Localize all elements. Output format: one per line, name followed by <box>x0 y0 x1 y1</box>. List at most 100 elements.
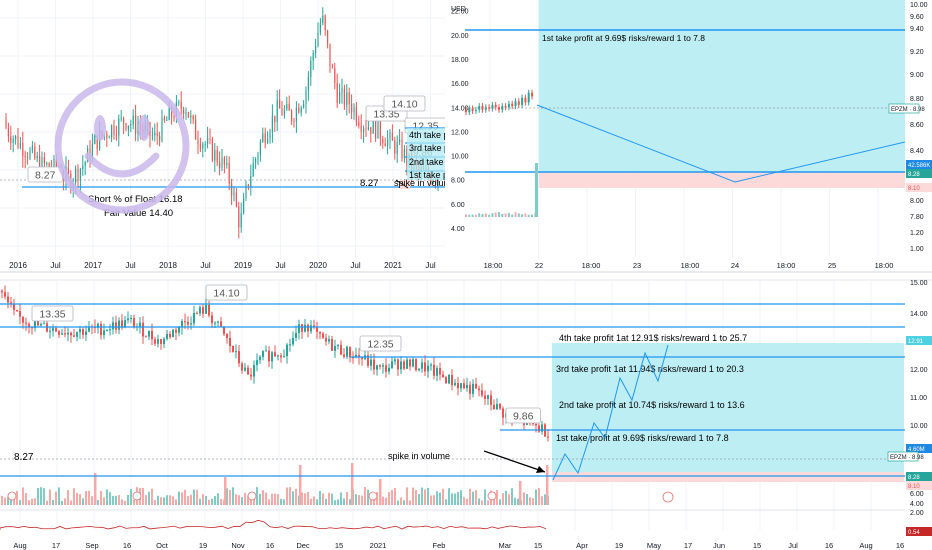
volume-bar <box>388 492 390 505</box>
long-term-candle <box>223 157 225 165</box>
label-827: 8.27 <box>14 452 34 463</box>
daily-candle <box>445 377 447 384</box>
volume-badge: 42.586K <box>908 163 930 169</box>
x-tick-label: Nov <box>231 541 245 550</box>
label-1410-box <box>205 284 248 301</box>
long-term-candle <box>113 125 115 135</box>
volume-bar <box>481 500 483 505</box>
volume-bar <box>265 492 267 505</box>
volume-bar <box>43 488 45 505</box>
volume-bar <box>501 213 504 217</box>
symbol-badge: EPZM · 8.98 <box>890 455 924 461</box>
intraday-candle <box>491 104 494 109</box>
daily-candle <box>154 339 156 344</box>
long-term-candle <box>303 103 305 108</box>
intraday-candle <box>501 106 504 110</box>
spike-arrow <box>395 179 409 189</box>
y-tick: 10.00 <box>910 423 928 430</box>
volume-bar <box>130 488 132 505</box>
daily-candle <box>199 307 201 314</box>
volume-spike-bar <box>546 465 549 505</box>
long-term-candle <box>75 168 77 183</box>
long-term-candle <box>259 141 261 155</box>
volume-bar <box>178 491 180 505</box>
volume-bar <box>217 493 219 505</box>
volume-bar <box>502 493 504 505</box>
symbol-badge-border <box>888 103 920 114</box>
x-tick-label: 23 <box>633 261 641 270</box>
y-left-tick: 18.00 <box>451 57 469 64</box>
long-term-candle <box>125 123 127 130</box>
daily-candle <box>439 368 441 375</box>
volume-bar <box>472 491 474 505</box>
long-term-candle <box>298 107 300 113</box>
volume-bar <box>115 495 117 505</box>
volume-bar <box>397 500 399 505</box>
daily-candle <box>499 403 501 409</box>
volume-bar <box>517 498 519 505</box>
daily-candle <box>406 359 408 369</box>
long-term-candle <box>29 150 31 159</box>
daily-candle <box>181 321 183 328</box>
volume-bar <box>491 213 494 217</box>
y-left-tick: 4.00 <box>451 226 465 233</box>
y-right-tick: 9.60 <box>910 14 924 21</box>
long-term-candle <box>245 184 247 199</box>
long-term-candle <box>183 108 185 114</box>
long-term-candle <box>22 142 24 157</box>
volume-bar <box>466 498 468 505</box>
volume-bar <box>319 491 321 505</box>
x-tick-label: 18:00 <box>681 261 700 270</box>
volume-bar <box>61 500 63 505</box>
volume-bar <box>103 497 105 505</box>
volume-bar <box>238 495 240 505</box>
daily-candle <box>283 356 285 358</box>
label-827: 8.27 <box>35 170 56 182</box>
long-term-candle <box>84 162 86 166</box>
target-zone <box>407 128 445 180</box>
x-tick-label: 18:00 <box>875 261 894 270</box>
daily-candle <box>178 327 180 333</box>
long-term-candle <box>382 138 384 144</box>
volume-bar <box>205 495 207 505</box>
volume-bar <box>211 498 213 505</box>
volume-bar <box>508 494 510 505</box>
volume-bar <box>262 490 264 505</box>
projection-path <box>536 104 906 183</box>
y-right-tick: 9.40 <box>910 26 924 33</box>
long-term-candle <box>343 88 345 106</box>
intraday-candle <box>511 103 514 107</box>
daily-candle <box>418 368 420 371</box>
long-term-candle <box>228 162 230 184</box>
volume-bar <box>454 493 456 505</box>
volume-bar <box>208 499 210 505</box>
daily-candle <box>4 292 6 297</box>
daily-candle <box>103 330 105 336</box>
volume-bar <box>445 499 447 505</box>
long-term-candle <box>329 43 331 68</box>
daily-candle <box>334 346 336 351</box>
daily-candle <box>232 345 234 353</box>
long-term-candle <box>154 132 156 136</box>
label-1235: 12.35 <box>367 339 393 351</box>
daily-candle <box>211 315 213 324</box>
x-tick-label: 2019 <box>234 261 252 270</box>
label-1410: 14.10 <box>213 288 239 300</box>
daily-candle <box>229 338 231 346</box>
long-term-candle <box>151 135 153 137</box>
daily-candle <box>250 374 252 377</box>
volume-bar <box>310 498 312 505</box>
long-term-candle <box>120 117 122 119</box>
daily-candle <box>169 334 171 338</box>
volume-bar <box>49 489 51 505</box>
tp3-label: 3rd take profit 1at 11.94$ risks/reward … <box>556 364 744 374</box>
y-right-tick: 7.80 <box>910 214 924 221</box>
volume-bar <box>468 214 471 217</box>
intraday-candle <box>527 92 530 103</box>
volume-bar <box>181 492 183 505</box>
daily-candle <box>475 383 477 389</box>
x-tick-label: Feb <box>433 541 446 550</box>
symbol-badge: EPZM · 8.98 <box>891 107 925 113</box>
daily-candle <box>340 344 342 355</box>
long-term-candle <box>159 136 161 141</box>
